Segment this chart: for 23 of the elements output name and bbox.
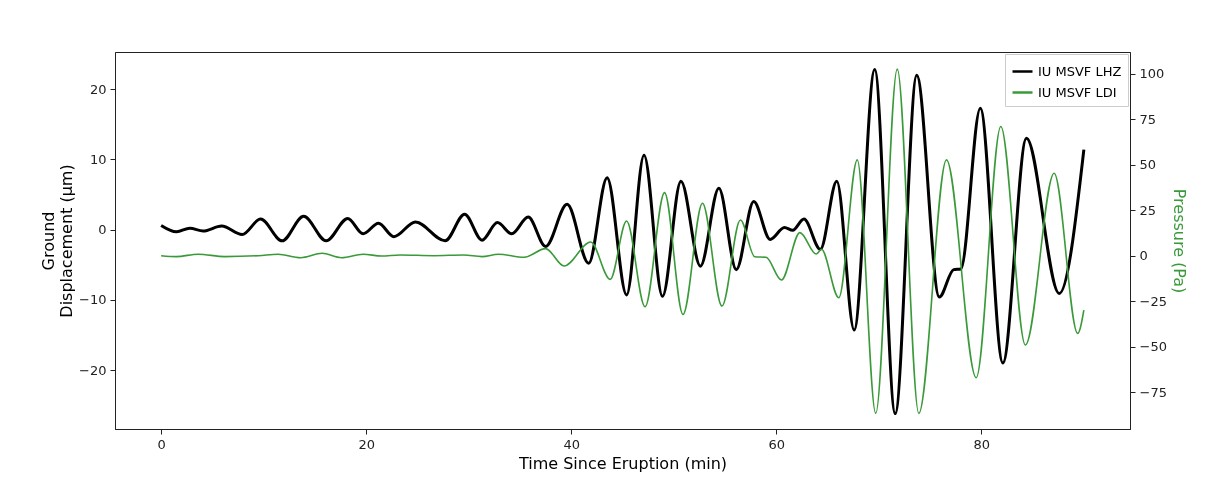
y-tick-label: 0 — [98, 222, 107, 238]
legend-label: IU MSVF LDI — [1038, 84, 1117, 100]
y2-tick-label: 75 — [1139, 111, 1157, 127]
y-axis-title: Ground Displacement (μm) — [39, 164, 77, 318]
y2-tick-label: −25 — [1139, 293, 1167, 309]
y2-tick-label: −50 — [1139, 339, 1167, 355]
x-tick-label: 60 — [768, 436, 786, 452]
y2-tick-label: 100 — [1139, 66, 1165, 82]
x-tick-label: 80 — [973, 436, 991, 452]
y2-tick-label: 50 — [1139, 157, 1157, 173]
y-tick-label: 20 — [89, 81, 107, 97]
x-tick-label: 0 — [157, 436, 166, 452]
y2-axis-title: Pressure (Pa) — [1169, 188, 1189, 294]
y2-tick-label: 0 — [1139, 248, 1148, 264]
x-tick-label: 20 — [358, 436, 375, 452]
y2-tick-label: −75 — [1139, 384, 1167, 400]
y-tick-label: −10 — [79, 292, 107, 308]
y-tick-label: 10 — [89, 151, 107, 167]
x-axis-title: Time Since Eruption (min) — [517, 453, 728, 473]
x-tick-label: 40 — [563, 436, 581, 452]
legend-label: IU MSVF LHZ — [1038, 63, 1122, 79]
y2-tick-label: 25 — [1139, 202, 1157, 218]
y-tick-label: −20 — [79, 362, 107, 378]
